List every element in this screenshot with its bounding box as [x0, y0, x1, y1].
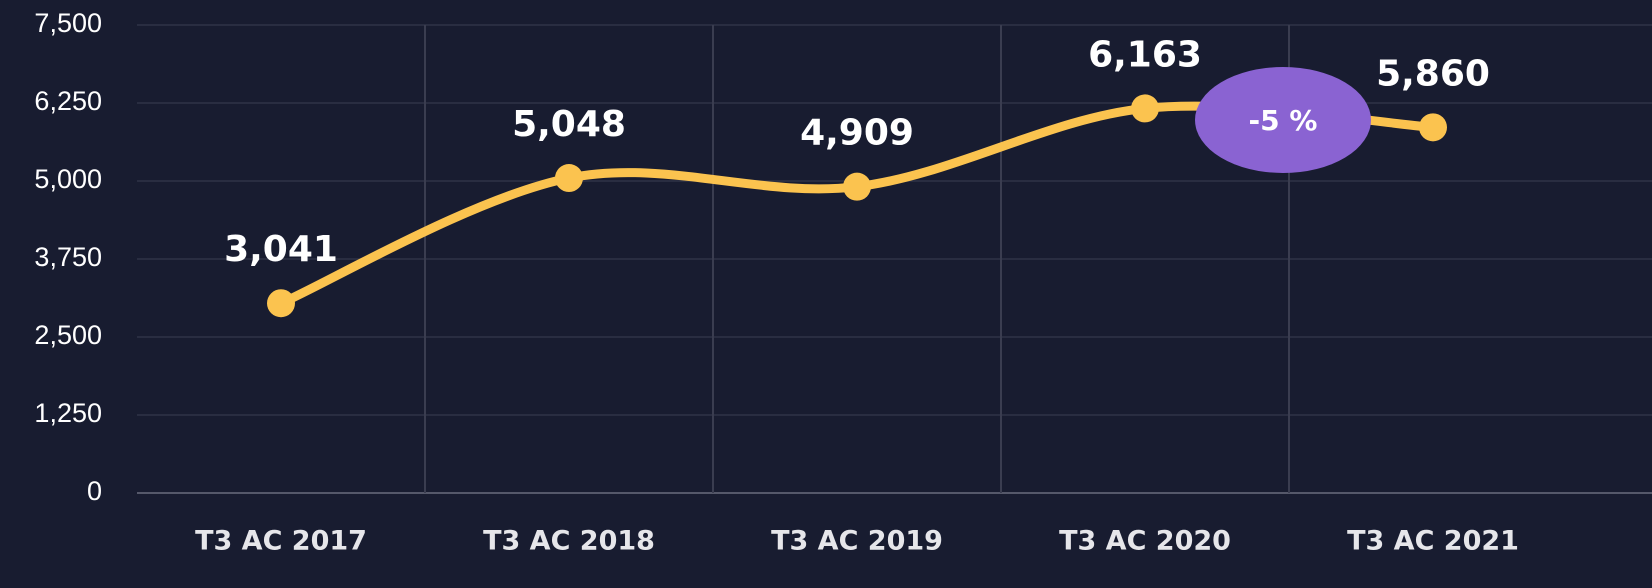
x-tick-label: T3 AC 2019 [771, 526, 943, 557]
data-point [555, 164, 583, 193]
y-tick-label: 6,250 [34, 86, 102, 116]
x-tick-label: T3 AC 2021 [1347, 526, 1519, 557]
annotation: -5 % [1249, 104, 1318, 137]
data-label: 6,163 [1088, 34, 1202, 75]
data-point [1419, 113, 1447, 142]
x-tick-label: T3 AC 2017 [195, 526, 367, 557]
data-point [267, 289, 295, 318]
y-tick-label: 0 [87, 476, 102, 506]
y-tick-label: 7,500 [34, 8, 102, 38]
data-label: 5,860 [1376, 53, 1490, 94]
data-point [843, 172, 871, 201]
y-tick-label: 1,250 [34, 398, 102, 428]
data-label: 4,909 [800, 113, 914, 154]
data-point [1131, 94, 1159, 123]
y-tick-label: 3,750 [34, 242, 102, 272]
x-tick-label: T3 AC 2018 [483, 526, 655, 557]
data-label: 5,048 [512, 104, 626, 145]
data-label: 3,041 [224, 229, 338, 270]
y-tick-label: 2,500 [34, 320, 102, 350]
y-tick-label: 5,000 [34, 164, 102, 194]
annotation-badge [1195, 67, 1371, 173]
x-tick-label: T3 AC 2020 [1059, 526, 1231, 557]
